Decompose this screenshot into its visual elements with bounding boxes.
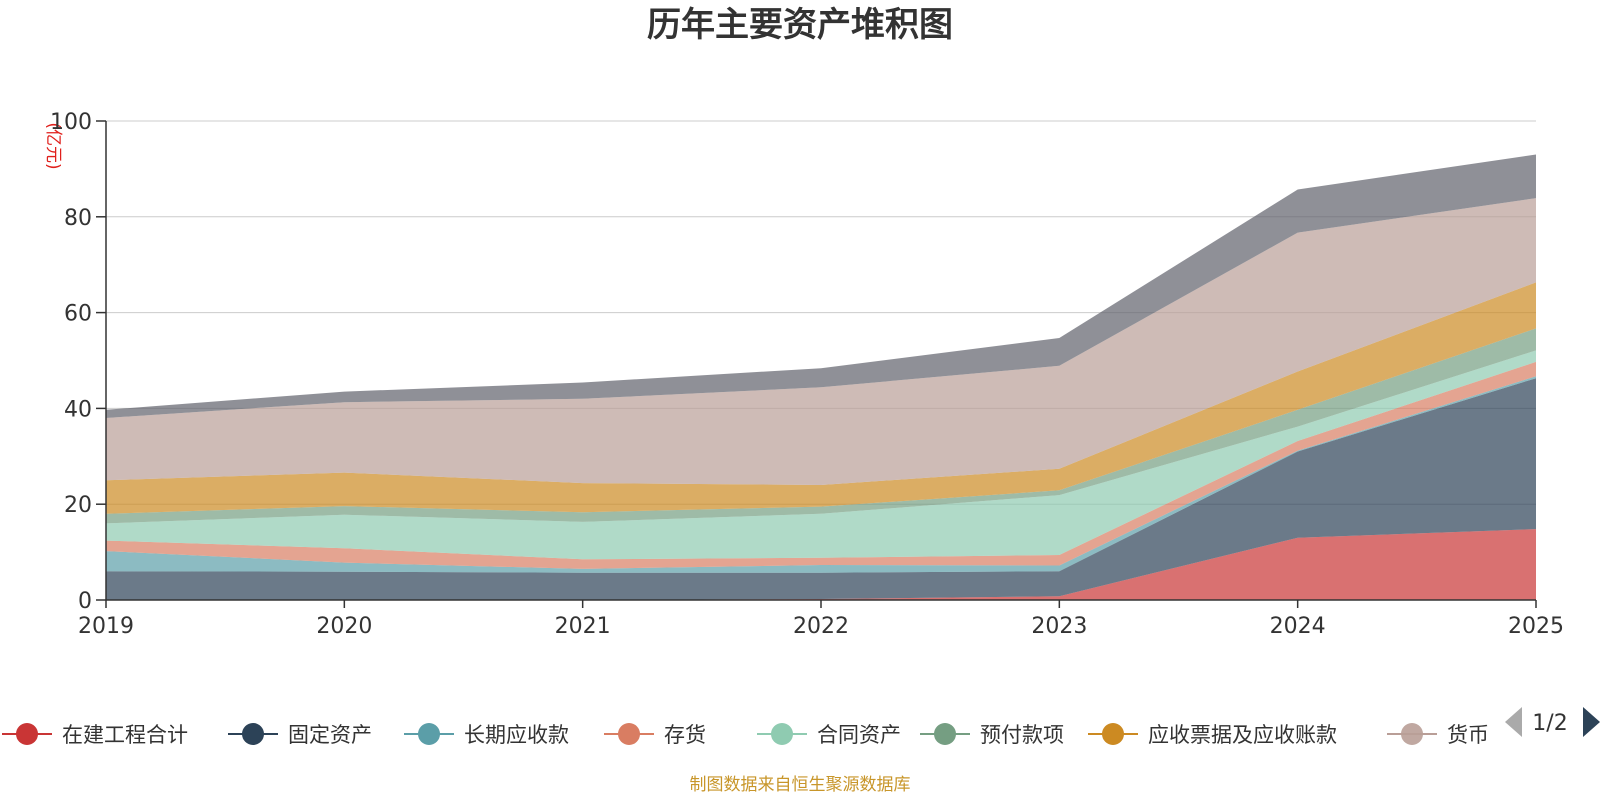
legend: 在建工程合计 固定资产 长期应收款 存货 合同资产 预付款项 应收票据及应收账款 货币 (2, 723, 1489, 747)
legend-page-indicator: 1/2 (1532, 711, 1567, 736)
legend-label: 固定资产 (288, 723, 372, 747)
area-8 (106, 198, 1536, 485)
legend-marker-dot (771, 723, 793, 745)
legend-item[interactable]: 应收票据及应收账款 (1088, 723, 1337, 747)
legend-label: 应收票据及应收账款 (1148, 723, 1337, 747)
y-tick-label: 60 (64, 302, 92, 327)
legend-pager: 1/2 (1505, 707, 1600, 737)
x-tick-label: 2024 (1270, 614, 1326, 639)
legend-marker-dot (934, 723, 956, 745)
legend-label: 长期应收款 (464, 723, 569, 747)
legend-label: 在建工程合计 (62, 723, 188, 747)
y-tick-label: 20 (64, 493, 92, 518)
area-5 (106, 350, 1536, 560)
legend-item[interactable]: 长期应收款 (404, 723, 569, 747)
legend-marker-dot (1102, 723, 1124, 745)
area-9 (106, 154, 1536, 418)
chart-title: 历年主要资产堆积图 (647, 5, 953, 45)
area-2 (106, 378, 1536, 600)
y-tick-label: 40 (64, 397, 92, 422)
legend-marker-dot (1401, 723, 1423, 745)
data-source-note: 制图数据来自恒生聚源数据库 (690, 775, 911, 795)
x-axis-ticks: 2019 2020 2021 2022 2023 2024 2025 (78, 600, 1564, 639)
legend-item[interactable]: 货币 (1387, 723, 1489, 747)
x-tick-label: 2022 (793, 614, 849, 639)
legend-marker-dot (618, 723, 640, 745)
area-7 (106, 282, 1536, 514)
area-series-group (106, 154, 1536, 600)
legend-item[interactable]: 存货 (604, 723, 706, 747)
legend-item[interactable]: 预付款项 (920, 723, 1064, 747)
x-tick-label: 2023 (1031, 614, 1087, 639)
area-3 (106, 376, 1536, 573)
legend-label: 存货 (664, 723, 706, 747)
area-4 (106, 361, 1536, 569)
y-tick-label: 80 (64, 206, 92, 231)
legend-item[interactable]: 固定资产 (228, 723, 372, 747)
legend-item[interactable]: 在建工程合计 (2, 723, 188, 747)
y-tick-label: 0 (78, 589, 92, 614)
legend-label: 预付款项 (980, 723, 1064, 747)
legend-label: 合同资产 (817, 723, 901, 747)
y-axis-ticks: 0 20 40 60 80 100 (50, 110, 106, 614)
legend-prev-icon[interactable] (1505, 707, 1522, 737)
legend-item[interactable]: 合同资产 (757, 723, 901, 747)
legend-marker-dot (418, 723, 440, 745)
legend-marker-dot (242, 723, 264, 745)
legend-next-icon[interactable] (1583, 707, 1600, 737)
x-tick-label: 2020 (316, 614, 372, 639)
x-tick-label: 2019 (78, 614, 134, 639)
y-tick-label: 100 (50, 110, 92, 135)
x-tick-label: 2025 (1508, 614, 1564, 639)
legend-marker-dot (16, 723, 38, 745)
y-axis-unit: (亿元) (43, 122, 63, 169)
x-tick-label: 2021 (555, 614, 611, 639)
legend-label: 货币 (1447, 723, 1489, 747)
area-1 (106, 529, 1536, 600)
